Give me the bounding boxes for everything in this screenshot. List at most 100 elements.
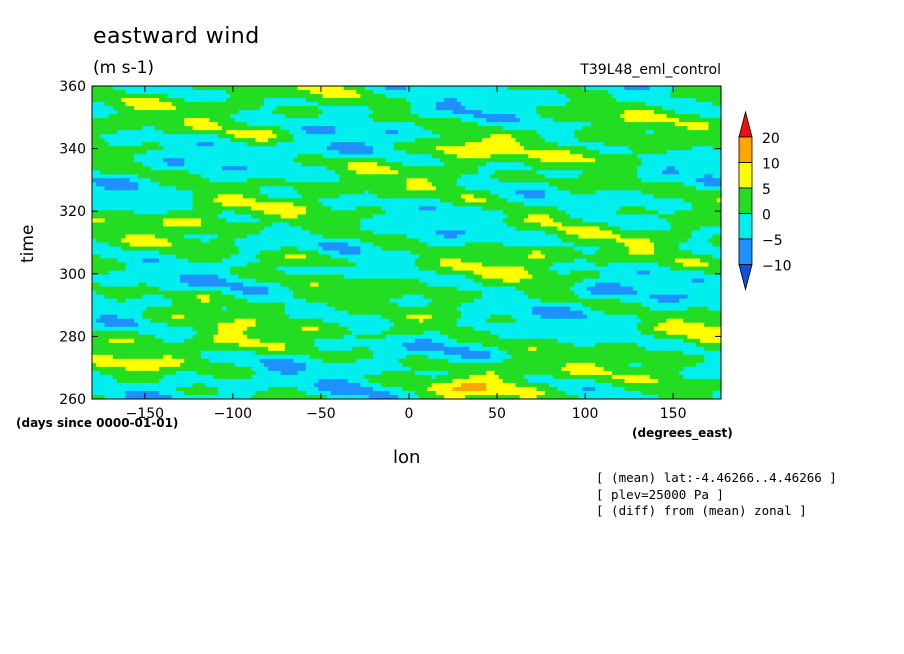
field-cell [322,206,328,211]
field-cell [205,186,211,191]
field-cell [632,118,638,123]
field-cell [578,138,584,143]
field-cell [314,158,320,163]
field-cell [180,154,185,159]
field-cell [343,178,349,183]
field-cell [133,210,139,216]
field-cell [515,94,521,99]
field-cell [431,194,437,199]
field-cell [368,98,374,103]
field-cell [356,186,361,191]
field-cell [251,206,257,211]
field-cell [658,118,663,123]
field-cell [440,174,445,179]
field-cell [259,182,265,187]
field-cell [293,118,299,123]
field-cell [544,158,550,163]
field-cell [188,178,194,183]
field-cell [628,94,634,99]
field-cell [154,146,160,151]
field-cell [393,98,399,103]
field-cell [561,186,567,191]
field-cell [289,94,294,99]
field-cell [310,186,315,191]
field-cell [167,110,173,115]
field-cell [419,150,424,155]
field-cell [209,106,215,111]
field-cell [645,102,651,107]
field-cell [708,198,714,203]
field-cell [641,150,647,155]
field-cell [494,166,500,171]
field-cell [544,170,550,175]
field-cell [138,178,143,183]
field-cell [469,138,475,143]
field-cell [217,170,223,175]
field-cell [561,94,567,99]
field-cell [494,138,500,143]
field-cell [549,126,554,131]
field-cell [393,174,399,179]
field-cell [607,198,613,203]
field-cell [289,102,294,107]
field-cell [293,154,299,159]
field-cell [695,142,701,147]
field-cell [637,122,642,127]
field-cell [494,114,500,119]
field-cell [586,118,592,123]
field-cell [641,142,647,147]
field-cell [691,150,697,155]
field-cell [473,182,479,187]
field-cell [570,130,575,135]
field-cell [402,94,408,99]
field-cell [117,158,122,163]
field-cell [502,186,508,191]
field-cell [331,90,336,95]
field-cell [666,154,672,159]
field-cell [591,134,596,139]
field-cell [494,162,500,167]
field-cell [553,122,559,127]
field-cell [532,102,538,107]
field-cell [276,126,282,131]
field-cell [683,182,689,187]
field-cell [674,146,680,151]
field-cell [259,154,265,159]
field-cell [515,178,521,183]
field-cell [331,106,336,111]
field-cell [440,150,445,155]
field-cell [414,166,420,171]
field-cell [92,130,97,135]
field-cell [184,122,190,127]
field-cell [674,90,680,95]
field-cell [347,194,353,199]
field-cell [112,166,118,171]
field-cell [377,118,382,123]
field-cell [591,182,596,187]
field-cell [473,102,479,107]
field-cell [469,94,475,99]
field-cell [146,102,152,107]
field-cell [490,174,496,179]
field-cell [112,118,118,123]
field-cell [372,210,378,216]
field-cell [389,186,395,191]
field-cell [272,86,278,91]
field-cell [582,134,588,139]
field-cell [163,110,169,115]
field-cell [297,206,303,211]
field-cell [251,102,257,107]
field-cell [591,190,596,195]
field-cell [679,170,684,175]
field-cell [532,194,538,199]
field-cell [297,102,303,107]
field-cell [360,122,366,127]
field-cell [691,162,697,167]
field-cell [599,178,605,183]
field-cell [221,154,227,159]
field-cell [574,118,580,123]
field-cell [666,178,672,183]
field-cell [180,182,185,187]
field-cell [448,190,454,195]
field-cell [595,126,600,131]
